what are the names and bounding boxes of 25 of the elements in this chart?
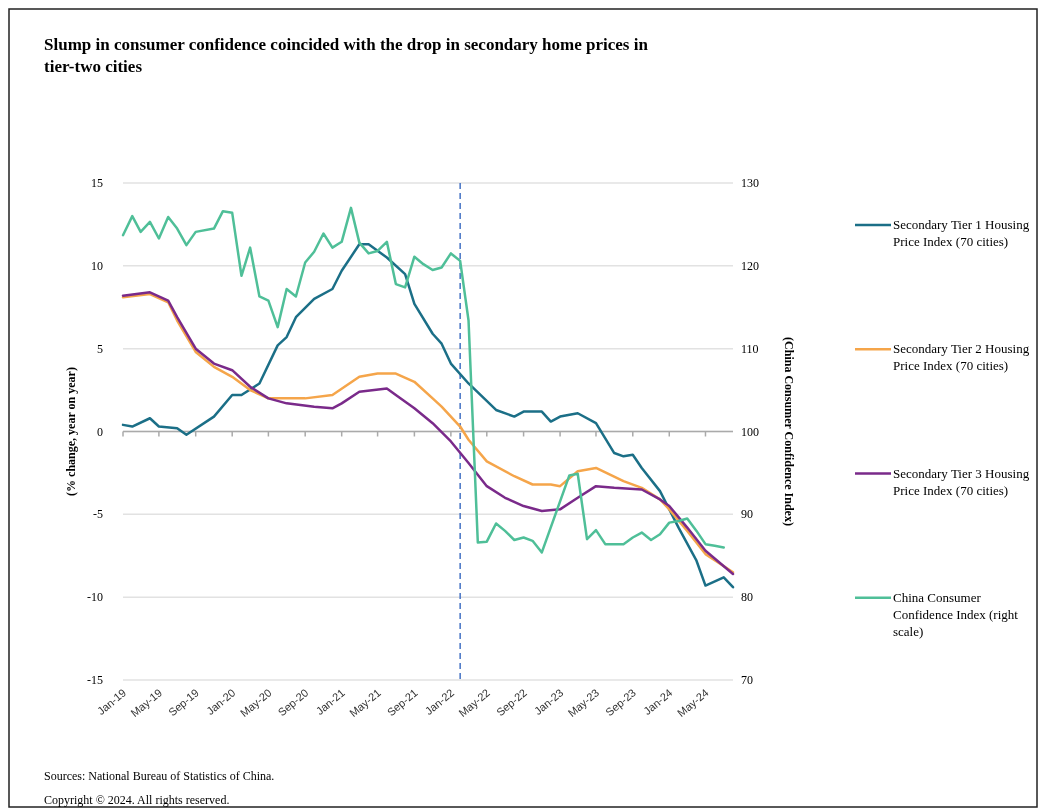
text: Copyright © 2024. All rights reserved.: [44, 793, 230, 807]
y-tick-label: -15: [87, 673, 103, 687]
line-series: [121, 243, 735, 589]
legend-label: China Consumer Confidence Index (right scale): [893, 589, 1019, 639]
y2-tick-label: 120: [741, 258, 759, 273]
y-tick-label: 10: [91, 258, 103, 273]
y-tick-label: 0: [97, 424, 103, 439]
legend-label: Secondary Tier 2 Housing Price Index (70 cities): [893, 341, 1030, 374]
y-tick-label: -10: [87, 590, 103, 605]
y2-tick-label: 90: [741, 507, 753, 522]
legend-label: Secondary Tier 1 Housing Price Index (70 cities): [893, 217, 1030, 249]
y-tick-label: -5: [93, 507, 103, 522]
y2-tick-label: 80: [741, 590, 753, 605]
line-series: [121, 206, 725, 554]
y2-tick-label: 110: [741, 341, 759, 356]
y2-tick-label: 130: [741, 176, 759, 190]
y-tick-label: 5: [97, 341, 103, 356]
y2-axis-title: (China Consumer Confidence Index): [782, 337, 796, 526]
legend-label: Secondary Tier 3 Housing Price Index (70 cities): [893, 465, 1030, 498]
y-axis-title: (% change, year on year): [64, 367, 78, 496]
y2-tick-label: 70: [741, 673, 753, 687]
chart-title: Slump in consumer confidence coincided with the drop in secondary home prices in tier-two cities: [44, 35, 649, 76]
y2-tick-label: 100: [741, 424, 759, 439]
source-note: Sources: National Bureau of Statistics of China.: [44, 769, 275, 783]
y-tick-label: 15: [91, 176, 103, 190]
